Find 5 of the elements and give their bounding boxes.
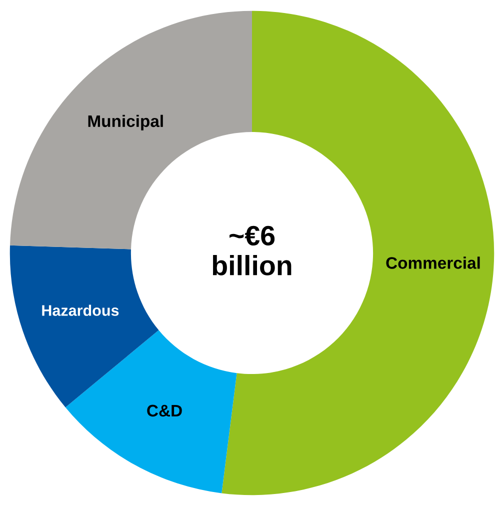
slice-label: Commercial bbox=[386, 256, 480, 269]
slice-label: C&D bbox=[147, 404, 182, 417]
slice-label: Municipal bbox=[88, 114, 163, 130]
slice-label: Hazardous bbox=[42, 304, 119, 316]
text: ~€6 billion bbox=[212, 226, 292, 276]
